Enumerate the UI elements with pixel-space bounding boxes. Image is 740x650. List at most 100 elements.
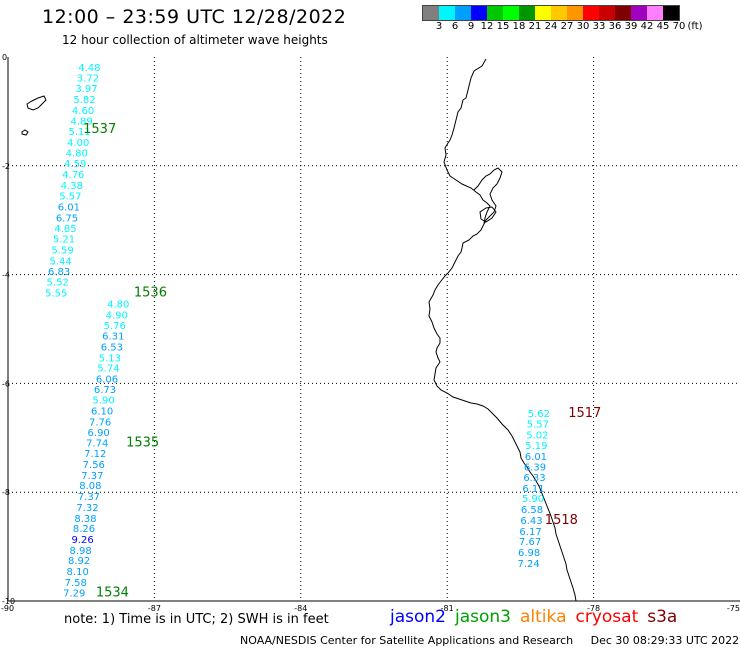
wave-height-value: 7.37	[78, 492, 100, 503]
wave-height-value: 5.82	[73, 95, 95, 106]
y-tick-label: -10	[2, 597, 15, 606]
satellite-legend-item: cryosat	[575, 607, 639, 627]
wave-height-value: 5.19	[525, 441, 547, 452]
orbit-number-label: 1517	[568, 406, 601, 421]
y-tick-label: -6	[2, 379, 10, 388]
color-scale-label: 36	[608, 21, 622, 32]
color-scale-swatch	[439, 6, 455, 20]
wave-height-value: 5.02	[526, 431, 548, 442]
wave-height-value: 7.32	[76, 503, 98, 514]
color-scale-swatch	[647, 6, 663, 20]
wave-height-value: 5.52	[47, 278, 69, 289]
color-scale-swatch	[567, 6, 583, 20]
color-scale-swatch	[583, 6, 599, 20]
color-scale-swatch	[535, 6, 551, 20]
gulf-of-guayaquil-shoreline	[473, 167, 503, 225]
wave-height-value: 6.75	[56, 213, 78, 224]
header-title: 12:00 – 23:59 UTC 12/28/2022	[42, 6, 347, 28]
x-tick-label: -87	[148, 604, 161, 613]
wave-height-value: 6.06	[96, 375, 118, 386]
color-scale-label: 15	[496, 21, 510, 32]
wave-height-value: 4.80	[107, 299, 129, 310]
color-scale-label: 6	[451, 21, 459, 32]
color-scale-label: 18	[512, 21, 526, 32]
satellite-legend-item: s3a	[647, 607, 678, 627]
wave-height-value: 7.12	[84, 449, 106, 460]
color-scale-labels: 3 6 9 12 15 18 21 24 27 30 33 36 39 42 45 70 (ft)	[422, 21, 740, 35]
color-scale-label: 30	[576, 21, 590, 32]
wave-height-value: 4.90	[106, 310, 128, 321]
wave-height-value: 4.48	[78, 63, 100, 74]
wave-height-value: 5.59	[51, 246, 73, 257]
wave-height-value: 7.67	[519, 537, 541, 548]
color-scale-swatch	[471, 6, 487, 20]
color-scale-label: 9	[467, 21, 475, 32]
wave-height-value: 8.08	[79, 481, 101, 492]
color-scale-swatch	[487, 6, 503, 20]
wave-height-value: 6.90	[88, 428, 110, 439]
wave-height-value: 3.72	[77, 74, 99, 85]
wave-height-value: 5.76	[104, 321, 126, 332]
color-scale-label: 3	[435, 21, 443, 32]
header-subtitle: 12 hour collection of altimeter wave hei…	[62, 33, 328, 47]
orbit-number-label: 1535	[126, 436, 159, 451]
wave-height-value: 7.74	[86, 439, 108, 450]
wave-height-value: 7.24	[517, 559, 539, 570]
color-scale-label: 70	[672, 21, 686, 32]
wave-height-value: 4.80	[66, 149, 88, 160]
wave-height-value: 5.13	[99, 353, 121, 364]
wave-height-value: 4.38	[61, 181, 83, 192]
color-scale-label: 27	[560, 21, 574, 32]
color-scale-swatch	[503, 6, 519, 20]
x-tick-label: -90	[1, 604, 14, 613]
wave-height-value: 6.98	[518, 548, 540, 559]
y-tick-label: -8	[2, 488, 10, 497]
wave-height-value: 6.11	[522, 484, 544, 495]
color-scale-label: 12	[480, 21, 494, 32]
y-tick-label: -4	[2, 271, 10, 280]
color-scale-label: 21	[528, 21, 542, 32]
footer-timestamp: Dec 30 08:29:33 UTC 2022	[590, 634, 740, 647]
wave-height-value: 4.00	[67, 138, 89, 149]
color-scale-swatch	[599, 6, 615, 20]
color-scale-swatch	[455, 6, 471, 20]
wave-height-value: 5.11	[69, 127, 91, 138]
satellite-legend-item: jason2	[390, 607, 446, 627]
color-scale: 3 6 9 12 15 18 21 24 27 30 33 36 39 42 45 70 (ft)	[422, 5, 703, 32]
footer: NOAA/NESDIS Center for Satellite Applica…	[240, 634, 739, 647]
y-tick-label: -2	[2, 162, 10, 171]
wave-height-value: 6.58	[521, 505, 543, 516]
color-scale-label: 33	[592, 21, 606, 32]
wave-height-value: 4.76	[62, 170, 84, 181]
galapagos-island-small	[21, 129, 29, 136]
color-scale-swatch	[615, 6, 631, 20]
x-tick-label: -75	[727, 604, 740, 613]
color-scale-swatches	[422, 5, 680, 21]
color-scale-swatch	[551, 6, 567, 20]
galapagos-island-large	[26, 95, 47, 111]
wave-height-value: 5.62	[528, 409, 550, 420]
wave-height-value: 6.01	[525, 452, 547, 463]
orbit-number-label: 1518	[545, 513, 578, 528]
satellite-legend-item: altika	[520, 607, 567, 627]
wave-height-value: 6.43	[520, 516, 542, 527]
wave-height-value: 6.53	[101, 342, 123, 353]
wave-height-value: 5.44	[49, 256, 71, 267]
wave-height-value: 3.97	[75, 84, 97, 95]
color-scale-label: 42	[640, 21, 654, 32]
wave-height-value: 5.90	[92, 396, 114, 407]
wave-height-value: 4.85	[54, 224, 76, 235]
wave-height-value: 6.33	[523, 473, 545, 484]
color-scale-unit: (ft)	[687, 21, 703, 32]
wave-height-value: 4.60	[72, 106, 94, 117]
orbit-number-label: 1537	[83, 122, 116, 137]
wave-height-value: 7.37	[81, 471, 103, 482]
wave-height-value: 6.39	[524, 463, 546, 474]
wave-height-value: 4.89	[70, 117, 92, 128]
wave-height-value: 6.10	[91, 407, 113, 418]
color-scale-swatch	[631, 6, 647, 20]
wave-height-value: 5.55	[45, 289, 67, 300]
x-tick-label: -81	[441, 604, 454, 613]
color-scale-label: 24	[544, 21, 558, 32]
